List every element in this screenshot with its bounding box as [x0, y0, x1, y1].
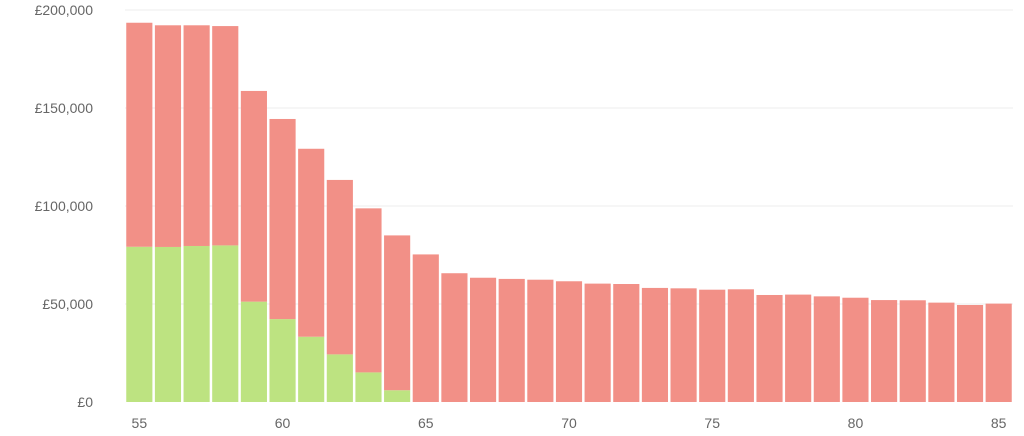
bar-segment-1-59 — [240, 90, 267, 302]
bar-segment-0-56 — [154, 246, 182, 402]
bar-segment-1-71 — [584, 283, 611, 402]
bar-segment-1-55 — [126, 22, 153, 247]
bar-segment-1-77 — [756, 294, 783, 402]
y-tick-label: £50,000 — [42, 296, 93, 312]
bar-segment-0-64 — [384, 390, 411, 402]
bar-segment-1-60 — [269, 118, 296, 320]
bar-segment-1-72 — [613, 284, 640, 402]
x-tick-label: 65 — [418, 415, 434, 431]
bar-segment-1-73 — [641, 287, 669, 402]
bar-segment-0-59 — [240, 301, 267, 402]
bar-segment-1-61 — [298, 148, 325, 337]
y-tick-label: £150,000 — [35, 100, 94, 116]
bar-segment-1-56 — [154, 25, 182, 247]
x-tick-label: 80 — [848, 415, 864, 431]
bar-segment-1-76 — [727, 289, 754, 402]
bar-segment-1-70 — [555, 281, 583, 402]
bar-segment-1-64 — [384, 235, 411, 391]
bar-segment-1-67 — [469, 277, 497, 402]
bar-segment-0-57 — [183, 245, 210, 402]
bar-segment-0-61 — [298, 336, 325, 402]
bar-segment-1-58 — [212, 26, 239, 246]
bar-segment-1-84 — [956, 304, 984, 402]
bar-segment-0-63 — [355, 372, 382, 402]
bar-segment-1-79 — [813, 296, 840, 402]
bar-segment-1-75 — [699, 289, 726, 402]
bar-segment-1-78 — [785, 294, 812, 402]
bar-segment-1-62 — [326, 179, 353, 355]
bar-segment-0-58 — [212, 245, 239, 402]
bar-segment-0-55 — [126, 246, 153, 402]
bar-segment-0-62 — [326, 354, 353, 402]
x-tick-label: 70 — [561, 415, 577, 431]
bar-segment-1-69 — [527, 279, 554, 402]
bar-segment-1-81 — [871, 300, 898, 402]
bar-segment-1-66 — [441, 273, 468, 402]
bar-segment-1-74 — [670, 288, 697, 402]
bar-segment-1-85 — [985, 303, 1012, 402]
y-axis-ticks: £0 £50,000 £100,000 £150,000 £200,000 — [35, 2, 94, 410]
bar-segment-1-80 — [842, 297, 869, 402]
x-tick-label: 75 — [704, 415, 720, 431]
bar-segment-1-57 — [183, 25, 210, 246]
bars — [126, 22, 1012, 402]
y-tick-label: £0 — [77, 394, 93, 410]
bar-segment-0-60 — [269, 319, 296, 402]
x-tick-label: 60 — [275, 415, 291, 431]
x-tick-label: 85 — [991, 415, 1007, 431]
bar-segment-1-63 — [355, 208, 382, 373]
bar-segment-1-83 — [928, 302, 955, 402]
bar-segment-1-82 — [899, 300, 926, 402]
y-tick-label: £100,000 — [35, 198, 94, 214]
y-tick-label: £200,000 — [35, 2, 94, 18]
x-tick-label: 55 — [132, 415, 148, 431]
bar-segment-1-65 — [412, 254, 439, 402]
x-axis-ticks: 55 60 65 70 75 80 85 — [132, 415, 1007, 431]
bar-segment-1-68 — [498, 278, 525, 402]
